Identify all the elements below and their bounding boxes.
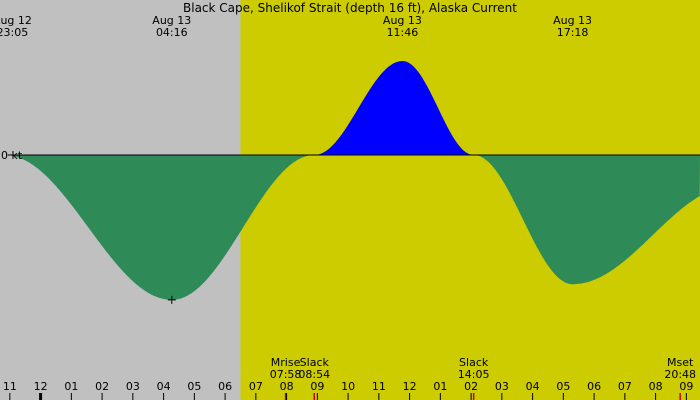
hour-tick-label: 08	[280, 380, 294, 393]
hour-tick-label: 04	[526, 380, 540, 393]
event-time-label: 14:05	[458, 368, 490, 381]
hour-tick-label: 03	[495, 380, 509, 393]
extreme-date-label: Aug 12	[0, 14, 32, 27]
hour-tick-label: 05	[187, 380, 201, 393]
hour-tick-label: 07	[618, 380, 632, 393]
extreme-date-label: Aug 13	[152, 14, 191, 27]
extreme-time-label: 23:05	[0, 26, 28, 39]
hour-tick-label: 06	[587, 380, 601, 393]
hour-tick-label: 09	[679, 380, 693, 393]
event-name-label: Mset	[667, 356, 694, 369]
hour-tick-label: 04	[157, 380, 171, 393]
chart-title: Black Cape, Shelikof Strait (depth 16 ft…	[183, 1, 517, 15]
extreme-time-label: 04:16	[156, 26, 188, 39]
hour-tick-label: 02	[95, 380, 109, 393]
hour-tick-label: 06	[218, 380, 232, 393]
extreme-date-label: Aug 13	[383, 14, 422, 27]
event-time-label: 08:54	[298, 368, 330, 381]
event-name-label: Slack	[300, 356, 330, 369]
hour-tick-label: 03	[126, 380, 140, 393]
hour-tick-label: 08	[649, 380, 663, 393]
hour-tick-label: 12	[403, 380, 417, 393]
hour-axis: 11 12 01 02 03 04 05 06 07 08 09 10 11 12 01 02 03 04 05 06…	[3, 380, 693, 400]
hour-tick-label: 09	[310, 380, 324, 393]
hour-tick-label: 12	[34, 380, 48, 393]
flood-current-area	[7, 61, 700, 155]
hour-tick-label: 01	[433, 380, 447, 393]
hour-tick-label: 10	[341, 380, 355, 393]
event-name-label: Slack	[459, 356, 489, 369]
ebb-current-area	[7, 155, 700, 300]
extreme-time-label: 17:18	[557, 26, 589, 39]
event-time-label: 07:58	[270, 368, 302, 381]
hour-tick-label: 05	[556, 380, 570, 393]
event-time-label: 20:48	[664, 368, 696, 381]
zero-kt-label: 0 kt	[1, 149, 23, 162]
event-name-label: Mrise	[271, 356, 301, 369]
hour-tick-label: 11	[3, 380, 17, 393]
extreme-time-label: 11:46	[387, 26, 419, 39]
hour-tick-label: 11	[372, 380, 386, 393]
hour-tick-label: 01	[64, 380, 78, 393]
hour-tick-label: 07	[249, 380, 263, 393]
current-marker-layer	[167, 295, 176, 304]
extreme-date-label: Aug 13	[553, 14, 592, 27]
hour-tick-label: 02	[464, 380, 478, 393]
